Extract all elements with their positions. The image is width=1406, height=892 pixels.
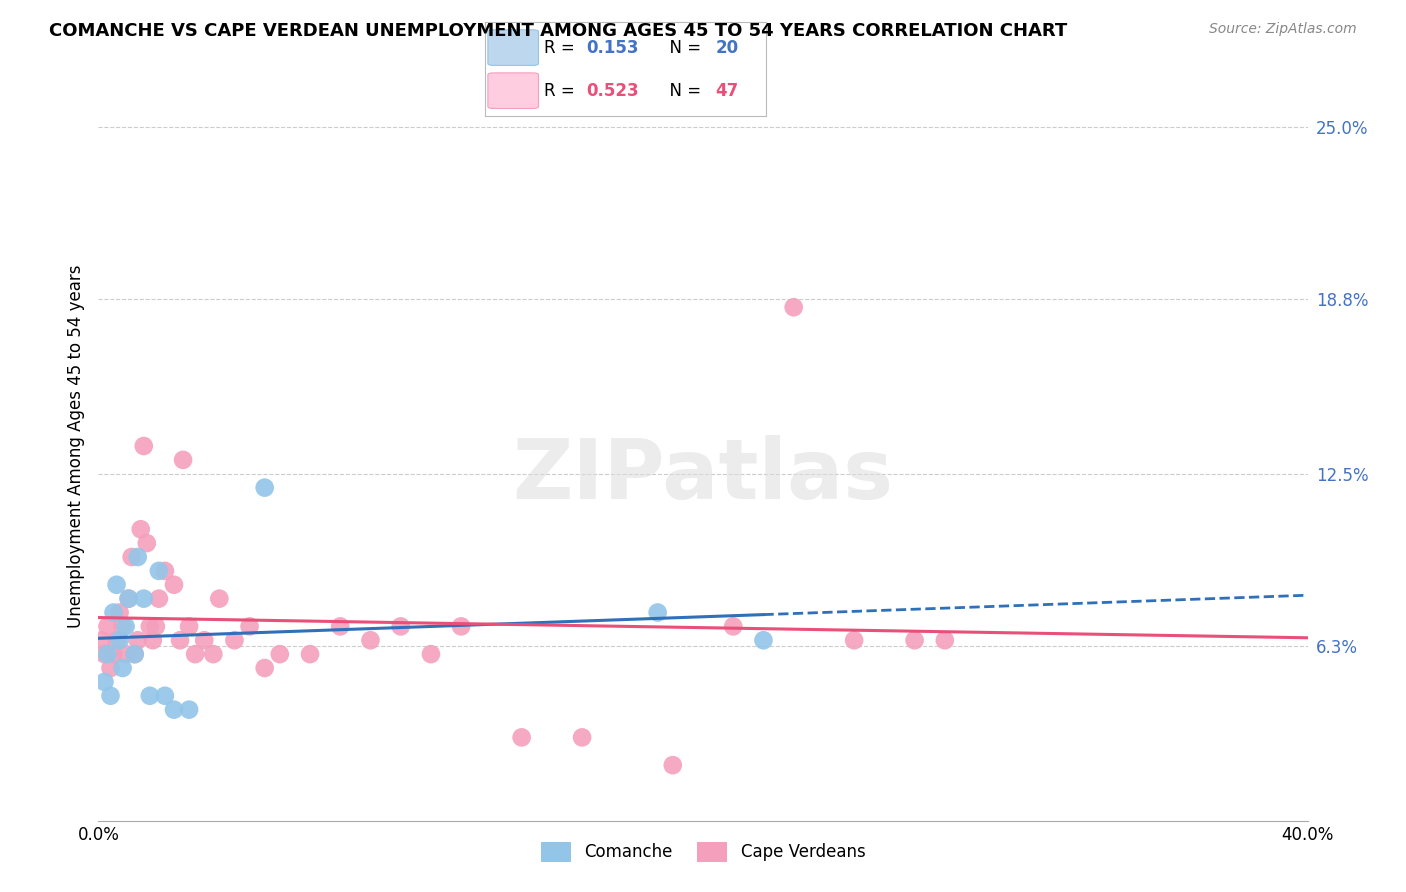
Point [118,591,141,606]
Point [148,591,170,606]
Point [510,731,533,745]
Point [132,439,155,453]
Text: ZIPatlas: ZIPatlas [513,435,893,516]
Point [299,647,322,661]
Point [105,633,128,648]
Point [142,633,165,648]
Point [752,633,775,648]
Point [253,481,276,495]
Point [139,619,162,633]
Point [124,647,146,661]
Text: 47: 47 [716,82,740,100]
Point [145,619,167,633]
Point [111,661,134,675]
Point [239,619,262,633]
Point [253,661,276,675]
Point [124,647,146,661]
Point [193,633,215,648]
Point [93,674,115,689]
Point [139,689,162,703]
Y-axis label: Unemployment Among Ages 45 to 54 years: Unemployment Among Ages 45 to 54 years [66,264,84,628]
Point [100,689,122,703]
Point [208,591,231,606]
Point [360,633,382,648]
Text: N =: N = [659,38,707,56]
Point [135,536,157,550]
Point [93,647,115,661]
Point [224,633,246,648]
Text: R =: R = [544,82,581,100]
Point [103,606,125,620]
FancyBboxPatch shape [488,73,538,109]
Point [571,731,593,745]
Point [647,606,669,620]
Point [329,619,352,633]
Point [172,453,194,467]
Point [269,647,291,661]
Point [179,703,201,717]
Point [163,703,186,717]
Point [129,522,152,536]
Point [108,606,131,620]
Point [90,633,112,648]
Point [111,619,134,633]
Point [202,647,225,661]
Text: 0.523: 0.523 [586,82,638,100]
Point [103,647,125,661]
Point [121,549,143,564]
Point [148,564,170,578]
Point [661,758,683,772]
Point [450,619,472,633]
Legend: Comanche, Cape Verdeans: Comanche, Cape Verdeans [534,835,872,869]
Point [179,619,201,633]
Point [118,591,141,606]
Point [783,300,806,314]
Point [169,633,191,648]
Text: R =: R = [544,38,581,56]
Point [114,619,136,633]
Point [723,619,745,633]
Point [153,564,176,578]
Text: 0.153: 0.153 [586,38,638,56]
Point [105,578,128,592]
Point [100,661,122,675]
Point [96,619,118,633]
Text: Source: ZipAtlas.com: Source: ZipAtlas.com [1209,22,1357,37]
Point [127,549,149,564]
Point [934,633,956,648]
Text: N =: N = [659,82,707,100]
Point [184,647,207,661]
Point [96,647,118,661]
FancyBboxPatch shape [488,29,538,65]
Text: COMANCHE VS CAPE VERDEAN UNEMPLOYMENT AMONG AGES 45 TO 54 YEARS CORRELATION CHAR: COMANCHE VS CAPE VERDEAN UNEMPLOYMENT AM… [49,22,1067,40]
Point [127,633,149,648]
Point [163,578,186,592]
Point [389,619,412,633]
Point [132,591,155,606]
Point [844,633,866,648]
Point [904,633,927,648]
Point [153,689,176,703]
Point [420,647,443,661]
Text: 20: 20 [716,38,738,56]
Point [114,647,136,661]
Point [108,633,131,648]
